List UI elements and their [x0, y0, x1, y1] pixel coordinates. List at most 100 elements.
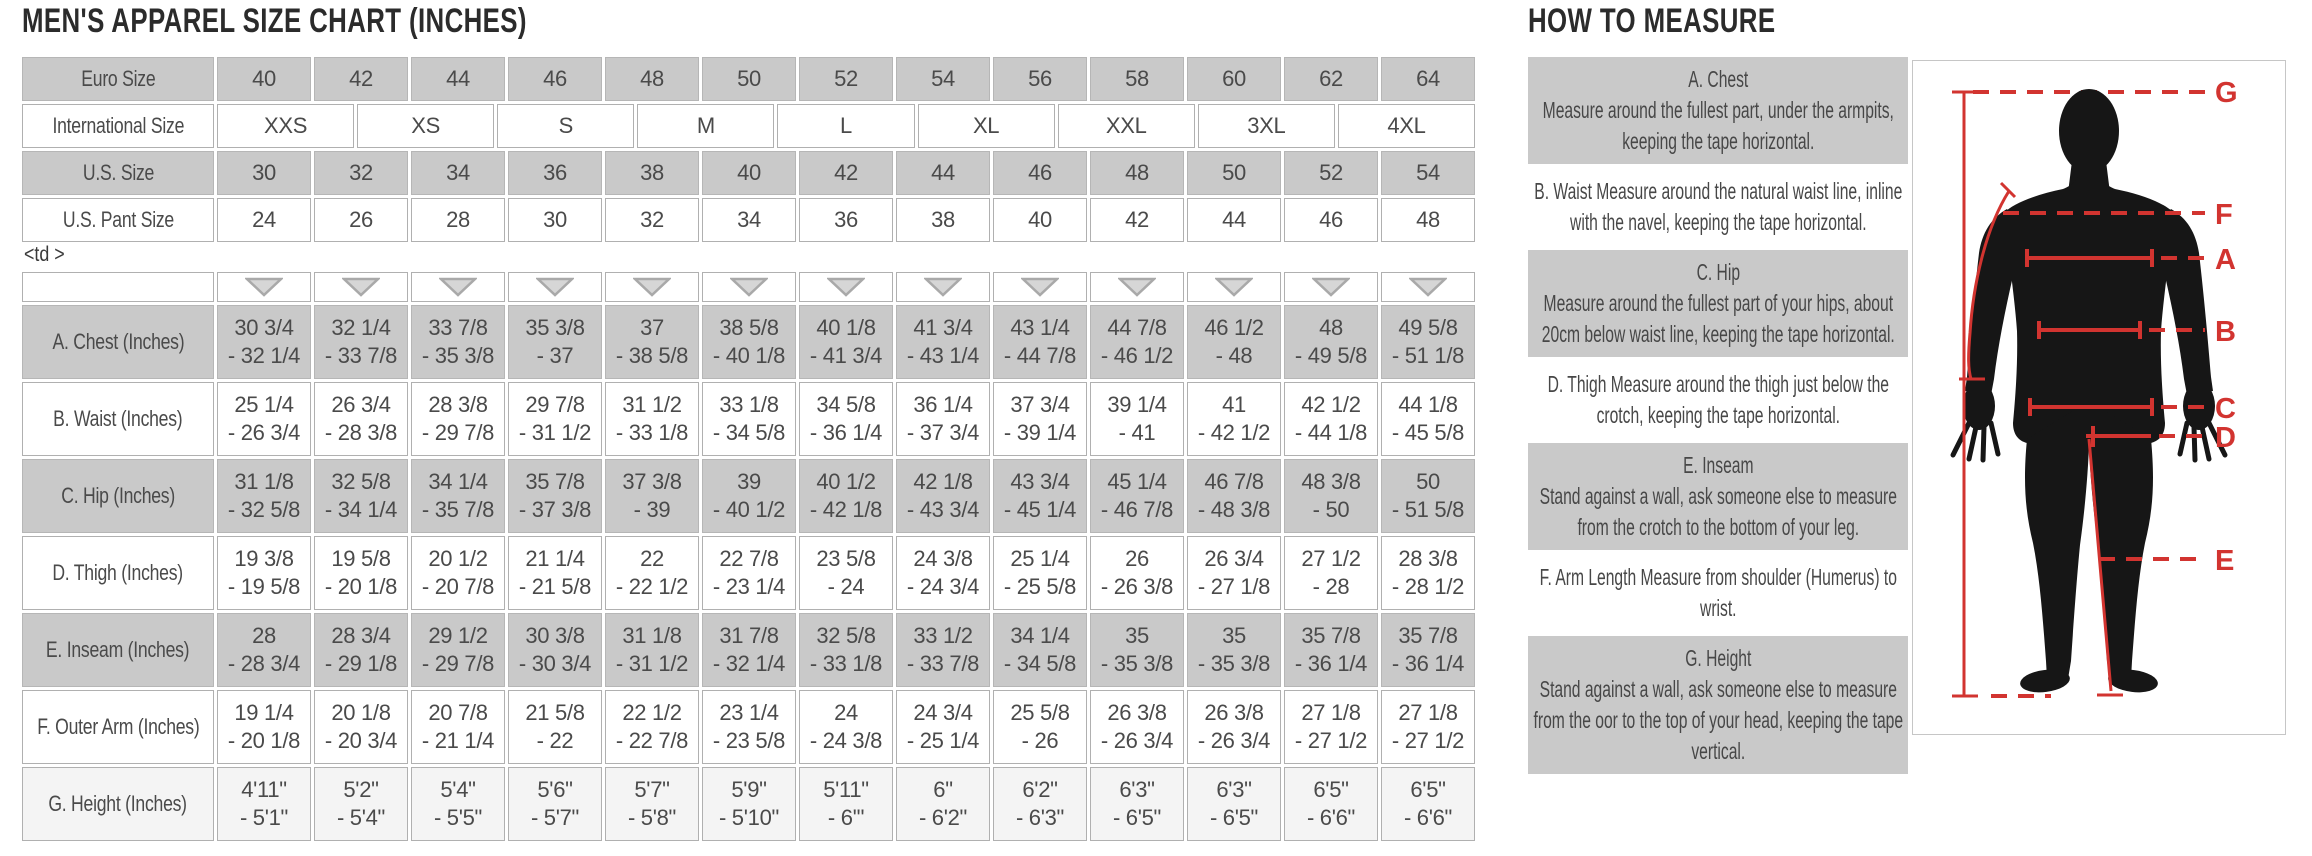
measurement-value: 23 1/4: [719, 700, 779, 725]
measurement-value: - 36 1/4: [809, 420, 883, 445]
measurement-value: - 20 3/4: [324, 728, 398, 753]
triangle-down-icon: [827, 277, 865, 297]
size-cell: 40: [993, 198, 1087, 242]
instruction-block: B. Waist Measure around the natural wais…: [1528, 169, 1908, 245]
measurement-value: 32 5/8: [816, 623, 876, 648]
row-label-text: U.S. Pant Size: [62, 207, 174, 232]
measurement-value: 26 3/4: [1204, 546, 1264, 571]
measurement-value: 5'6": [537, 777, 573, 802]
measurement-value: 27 1/2: [1301, 546, 1361, 571]
row-label: U.S. Pant Size: [22, 198, 214, 242]
triangle-cell: [993, 272, 1087, 302]
measurement-value: - 37 3/8: [518, 497, 592, 522]
measurement-cell: 5'6" - 5'7": [508, 767, 602, 841]
measurement-cell: 5'11" - 6'": [799, 767, 893, 841]
instruction-text: B. Waist Measure around the natural wais…: [1528, 176, 1908, 238]
measurement-value: 41: [1222, 392, 1246, 417]
measurement-value: - 27 1/8: [1197, 574, 1271, 599]
measurement-value: 43 1/4: [1010, 315, 1070, 340]
measurement-value: - 28: [1312, 574, 1350, 599]
measurement-value: - 48: [1215, 343, 1253, 368]
measurement-cell: 42 1/2 - 44 1/8: [1284, 382, 1378, 456]
measurement-value: - 39 1/4: [1003, 420, 1077, 445]
triangle-cell: [702, 272, 796, 302]
measurement-value: 6": [933, 777, 953, 802]
row-label-text: U.S. Size: [82, 160, 154, 185]
instruction-text: E. Inseam Stand against a wall, ask someo…: [1528, 450, 1908, 543]
measurement-cell: 35 - 35 3/8: [1187, 613, 1281, 687]
measurement-cell: 35 7/8 - 37 3/8: [508, 459, 602, 533]
measurement-cell: 36 1/4 - 37 3/4: [896, 382, 990, 456]
row-label-text: G. Height (Inches): [48, 791, 188, 816]
thigh-measure-line: [2086, 426, 2151, 447]
measurement-cell: 23 1/4 - 23 5/8: [702, 690, 796, 764]
size-cell: 44: [896, 151, 990, 195]
measurement-value: - 45 1/4: [1003, 497, 1077, 522]
measurement-value: - 6'5": [1112, 805, 1162, 830]
how-to-measure-title: HOW TO MEASURE: [1528, 2, 1776, 40]
measurement-cell: 21 5/8 - 22: [508, 690, 602, 764]
measurement-value: - 34 5/8: [1003, 651, 1077, 676]
measurement-cell: 5'4" - 5'5": [411, 767, 505, 841]
size-cell: 62: [1284, 57, 1378, 101]
measurement-cell: 22 1/2 - 22 7/8: [605, 690, 699, 764]
measurement-value: 4'11": [241, 777, 287, 802]
body-diagram-svg: G F A B C D E: [1950, 77, 2238, 698]
measurement-cell: 28 3/8 - 28 1/2: [1381, 536, 1475, 610]
measurement-cell: 6'5" - 6'6": [1284, 767, 1378, 841]
measurement-value: - 40 1/8: [712, 343, 786, 368]
measurement-cell: 26 3/8 - 26 3/4: [1187, 690, 1281, 764]
body-silhouette-icon: [1950, 89, 2228, 693]
measurement-value: - 29 7/8: [421, 420, 495, 445]
measurement-value: 28 3/8: [1398, 546, 1458, 571]
measurement-cell: 20 1/2 - 20 7/8: [411, 536, 505, 610]
size-cell: 48: [1381, 198, 1475, 242]
diagram-label-c: C: [2215, 393, 2236, 425]
instruction-heading: A. Chest: [1688, 66, 1748, 92]
measurement-value: - 27 1/2: [1391, 728, 1465, 753]
instruction-text: F. Arm Length Measure from shoulder (Hum…: [1528, 562, 1908, 624]
measurement-cell: 38 5/8 - 40 1/8: [702, 305, 796, 379]
instruction-text: A. Chest Measure around the fullest part,…: [1528, 64, 1908, 157]
row-label: F. Outer Arm (Inches): [22, 690, 214, 764]
size-cell: 40: [702, 151, 796, 195]
measurement-value: 26 3/8: [1204, 700, 1264, 725]
measurement-value: - 37 3/4: [906, 420, 980, 445]
measurement-cell: 42 1/8 - 43 3/4: [896, 459, 990, 533]
measurement-value: - 27 1/2: [1294, 728, 1368, 753]
size-cell: 34: [411, 151, 505, 195]
measurement-value: - 29 7/8: [421, 651, 495, 676]
measurement-cell: 49 5/8 - 51 1/8: [1381, 305, 1475, 379]
measurement-value: - 29 1/8: [324, 651, 398, 676]
instruction-heading: E. Inseam: [1682, 452, 1754, 478]
measurement-cell: 48 - 49 5/8: [1284, 305, 1378, 379]
measurement-value: 24: [834, 700, 858, 725]
measurement-value: 34 5/8: [816, 392, 876, 417]
measurement-value: 29 1/2: [428, 623, 488, 648]
measurement-value: 35 3/8: [525, 315, 585, 340]
size-cell: 30: [217, 151, 311, 195]
triangle-cell: [217, 272, 311, 302]
measurement-value: - 51 1/8: [1391, 343, 1465, 368]
measurement-value: 32 5/8: [331, 469, 391, 494]
measurement-value: - 22 7/8: [615, 728, 689, 753]
row-label: D. Thigh (Inches): [22, 536, 214, 610]
measurement-value: 5'7": [634, 777, 670, 802]
size-cell: 44: [411, 57, 505, 101]
diagram-label-g: G: [2215, 77, 2238, 109]
measurement-value: - 25 1/4: [906, 728, 980, 753]
measurement-cell: 39 - 40 1/2: [702, 459, 796, 533]
measurement-value: - 26 3/4: [1100, 728, 1174, 753]
measurement-value: - 23 5/8: [712, 728, 786, 753]
measurement-cell: 4'11" - 5'1": [217, 767, 311, 841]
measurement-value: 39 1/4: [1107, 392, 1167, 417]
measurement-cell: 24 - 24 3/8: [799, 690, 893, 764]
measurement-cell: 32 5/8 - 33 1/8: [799, 613, 893, 687]
instruction-body: D. Thigh Measure around the thigh just b…: [1547, 371, 1889, 428]
measurement-value: 40 1/8: [816, 315, 876, 340]
size-cell: XXS: [217, 104, 355, 148]
measurement-value: - 21 5/8: [518, 574, 592, 599]
measurement-cell: 35 7/8 - 36 1/4: [1381, 613, 1475, 687]
measurement-value: 46 7/8: [1204, 469, 1264, 494]
